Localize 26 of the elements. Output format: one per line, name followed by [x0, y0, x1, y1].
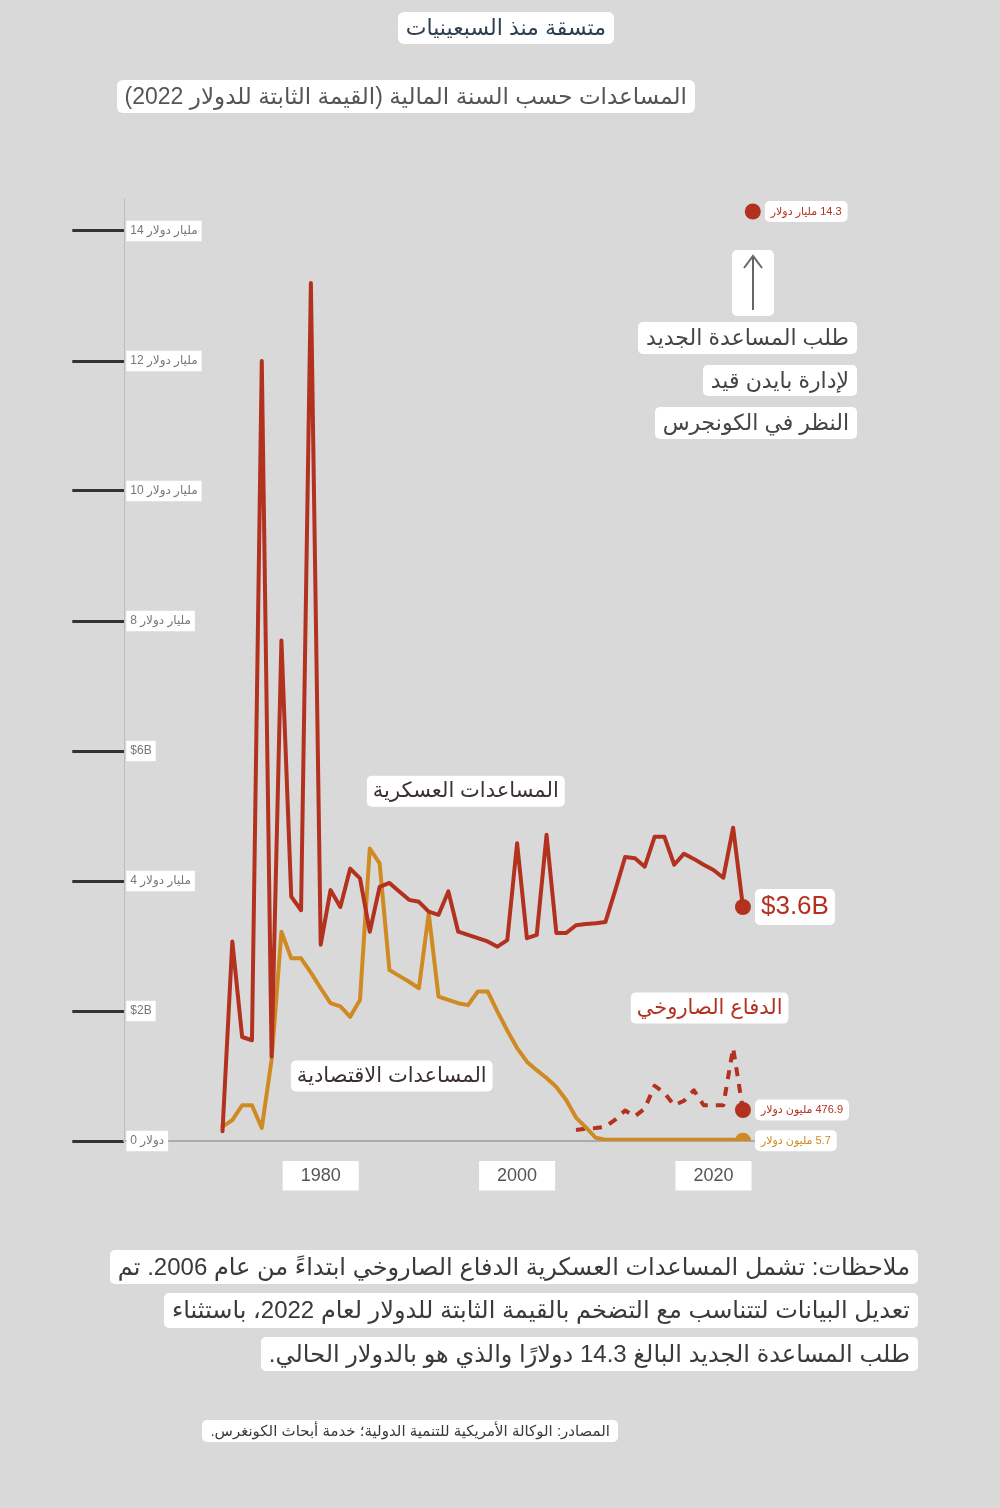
text: المصادر: الوكالة الأمريكية للتنمية الدولية؛ خدمة أبحاث الكونغرس.	[202, 1420, 618, 1443]
annotation: طلب المساعدة الجديد لإدارة بايدن قيد النظر في الكونجرس	[645, 324, 850, 438]
data-label: 14.3 مليار دولار	[769, 204, 842, 218]
text: ملاحظات: تشمل المساعدات العسكرية الدفاع الصاروخي ابتداءً من عام 2006. تم تعديل البيانات لتتناسب مع التضخم بالقيمة الثابتة للدولار لعام 2022، باستثناء طلب المساعدة الجديد البالغ 14.3 دولارًا والذي هو بالدولار الحالي.	[116, 1252, 911, 1370]
data-label: $3.6B	[760, 890, 829, 921]
y-tick-label: 8 مليار دولار	[130, 613, 191, 629]
y-tick-label: 4 مليار دولار	[130, 873, 191, 889]
annotation: 476.9 مليون دولار	[759, 1103, 844, 1117]
point	[744, 203, 761, 220]
annotation: 5.7 مليون دولار	[759, 1133, 831, 1147]
y-tick-label: $6B	[130, 743, 152, 758]
x-tick-label: 2020	[693, 1164, 734, 1185]
chart-subtitle: المساعدات حسب السنة المالية (القيمة الثابتة للدولار 2022)	[116, 80, 695, 113]
series-label: المساعدات الاقتصادية	[296, 1062, 487, 1086]
y-tick-label: $2B	[130, 1003, 152, 1018]
x-tick-label: 1980	[300, 1164, 341, 1185]
point	[734, 1102, 751, 1118]
text: الدفاع الصاروخي	[636, 994, 783, 1019]
y-tick-label: 14 مليار دولار	[130, 223, 198, 239]
chart-title: متسقة منذ السبعينيات	[397, 12, 614, 44]
y-tick-label: 0 دولار	[130, 1133, 165, 1149]
x-tick-label: 2000	[497, 1164, 538, 1185]
y-tick-label: 10 مليار دولار	[130, 483, 198, 499]
y-tick-label: 12 مليار دولار	[130, 353, 198, 369]
point	[734, 899, 751, 915]
series-label: المساعدات العسكرية	[372, 778, 559, 803]
